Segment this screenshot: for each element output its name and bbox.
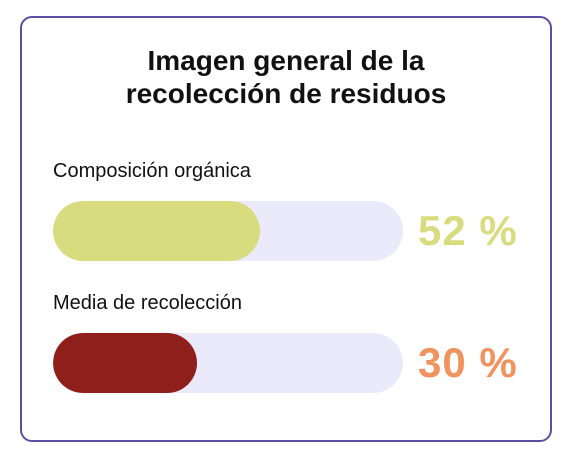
waste-collection-card: Imagen general de la recolección de resi…: [20, 16, 552, 442]
card-title-line-2: recolección de residuos: [125, 78, 447, 109]
collection-average-label: Media de recolección: [53, 292, 242, 314]
card-title-line-1: Imagen general de la: [147, 45, 425, 76]
organic-composition-track: [53, 201, 403, 261]
organic-composition-label: Composición orgánica: [53, 160, 251, 182]
collection-average-value: 30 %: [418, 339, 518, 386]
collection-average-track: [53, 333, 403, 393]
collection-average-fill: [53, 333, 197, 393]
organic-composition-fill: [53, 201, 260, 261]
organic-composition-value: 52 %: [418, 207, 518, 254]
card-title: Imagen general de la recolección de resi…: [22, 44, 550, 110]
